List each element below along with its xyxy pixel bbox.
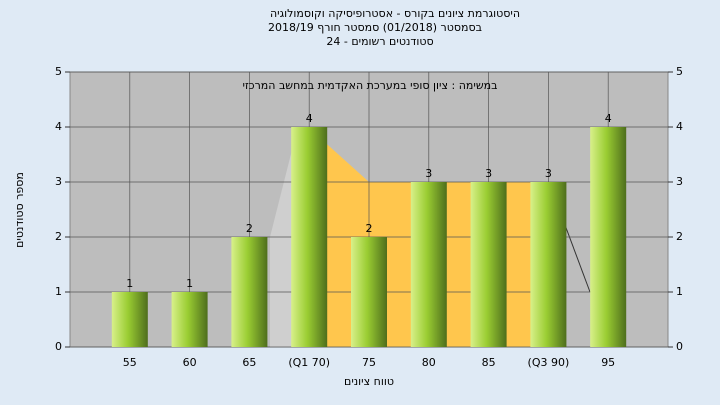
bar bbox=[291, 127, 328, 347]
bar bbox=[171, 292, 208, 347]
x-tick-label: (Q3 90) bbox=[528, 356, 570, 369]
bar bbox=[231, 237, 268, 347]
value-label: 3 bbox=[485, 167, 492, 180]
bar bbox=[351, 237, 387, 347]
title-line: בסמסטר (01/2018) סמסטר חורף 2018/19 bbox=[268, 21, 482, 34]
y-tick-label: 0 bbox=[55, 340, 62, 353]
x-tick-label: 65 bbox=[242, 356, 256, 369]
bar bbox=[590, 127, 627, 347]
value-label: 2 bbox=[246, 222, 253, 235]
x-tick-label: 75 bbox=[362, 356, 376, 369]
bar bbox=[410, 182, 447, 347]
x-tick-label: 55 bbox=[123, 356, 137, 369]
title-line: 24 - סטודנטים רשומים bbox=[326, 35, 433, 48]
annotation: במשימה : ציון סופי במערכת האקדמית במחשב … bbox=[243, 79, 498, 92]
y2-tick-label: 5 bbox=[676, 65, 683, 78]
bar bbox=[111, 292, 148, 347]
value-label: 4 bbox=[605, 112, 612, 125]
value-label: 2 bbox=[366, 222, 373, 235]
y2-tick-label: 4 bbox=[676, 120, 683, 133]
y2-tick-label: 3 bbox=[676, 175, 683, 188]
value-label: 3 bbox=[545, 167, 552, 180]
y-tick-label: 1 bbox=[55, 285, 62, 298]
bar bbox=[530, 182, 567, 347]
y-axis-label: מספר סטודנטים bbox=[13, 172, 26, 248]
value-label: 3 bbox=[425, 167, 432, 180]
value-label: 1 bbox=[186, 277, 193, 290]
title-line: היסטוגרמת ציונים בקורס - אסטרופיסיקה וקו… bbox=[270, 7, 520, 20]
value-label: 1 bbox=[126, 277, 133, 290]
y2-tick-label: 1 bbox=[676, 285, 683, 298]
y-tick-label: 4 bbox=[55, 120, 62, 133]
x-tick-label: 95 bbox=[601, 356, 615, 369]
value-label: 4 bbox=[306, 112, 313, 125]
x-tick-label: 60 bbox=[183, 356, 197, 369]
x-tick-label: 80 bbox=[422, 356, 436, 369]
y-tick-label: 2 bbox=[55, 230, 62, 243]
y2-tick-label: 2 bbox=[676, 230, 683, 243]
y2-tick-label: 0 bbox=[676, 340, 683, 353]
trend-line bbox=[564, 224, 591, 293]
x-axis-label: טווח ציונים bbox=[344, 375, 394, 388]
bar bbox=[470, 182, 507, 347]
x-tick-label: (Q1 70) bbox=[288, 356, 330, 369]
y-tick-label: 3 bbox=[55, 175, 62, 188]
x-tick-label: 85 bbox=[482, 356, 496, 369]
y-tick-label: 5 bbox=[55, 65, 62, 78]
